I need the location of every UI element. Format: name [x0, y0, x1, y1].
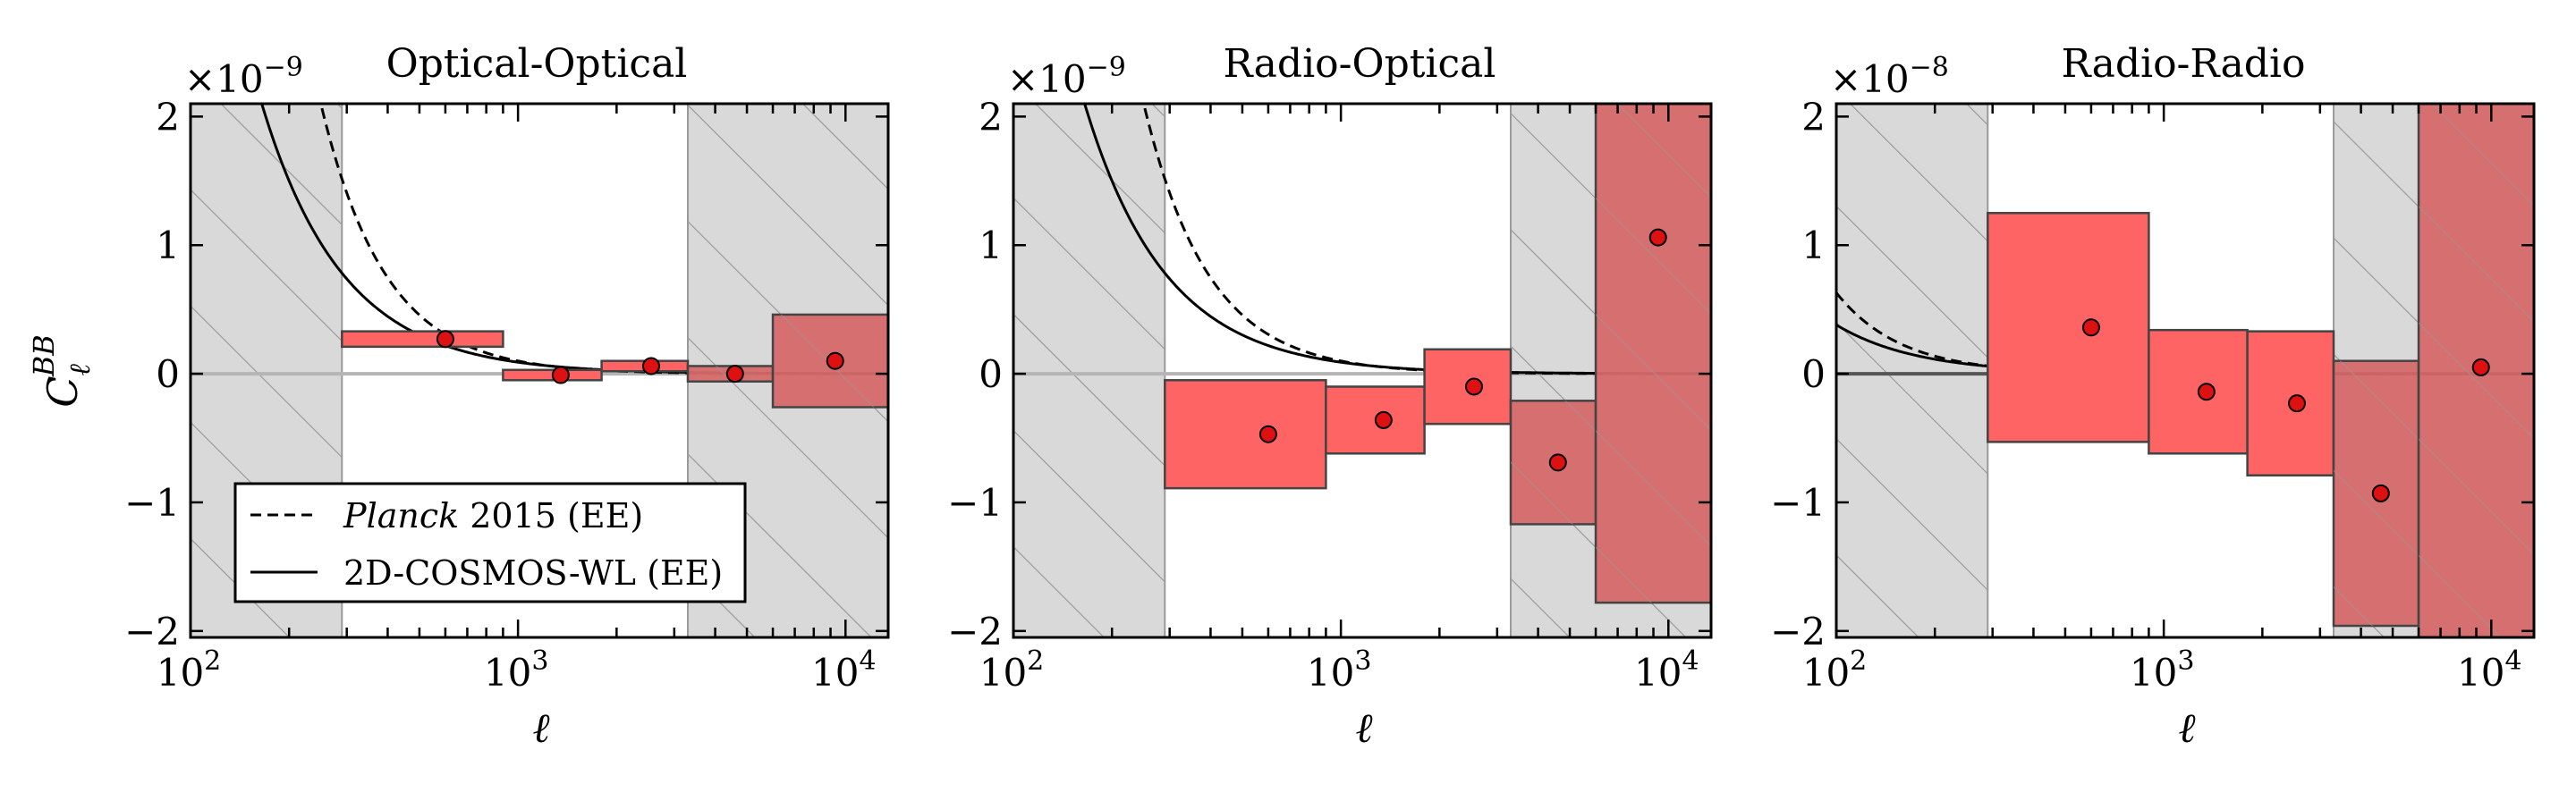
- panel-radio-radio: Radio-Radio ×10−8 −2 −1 0 1 2 102 103 104 ℓ: [1770, 41, 2536, 752]
- x-axis-label: ℓ: [532, 704, 550, 752]
- y-tick-label: 0: [979, 352, 1003, 396]
- plot-area: [1836, 104, 2534, 637]
- legend: Planck 2015 (EE) 2D-COSMOS-WL (EE): [233, 482, 747, 603]
- data-point: [2081, 318, 2100, 337]
- data-point: [2287, 394, 2306, 413]
- x-tick-label: 102: [979, 645, 1045, 695]
- panel-optical-optical: Optical-Optical ×10−9 −2 −1 0 1 2 102 103 104 ℓ P…: [124, 41, 890, 752]
- y-tick-label: 0: [1801, 352, 1826, 396]
- axes-frame: [1835, 102, 2536, 639]
- axes-frame: [1012, 102, 1713, 639]
- data-point: [2371, 484, 2390, 502]
- error-box: [1987, 212, 2150, 443]
- data-point: [551, 366, 570, 384]
- y-tick-label: 2: [156, 95, 180, 139]
- panel-title: Optical-Optical: [386, 41, 688, 87]
- plot-area: [1013, 104, 1711, 637]
- y-axis-label: CℓBB: [27, 334, 97, 408]
- data-point: [1258, 425, 1277, 443]
- y-tick-label: −2: [1770, 610, 1826, 653]
- y-tick-label: 1: [1801, 223, 1826, 267]
- x-tick-label: 104: [811, 645, 877, 695]
- y-tick-label: 1: [156, 223, 180, 267]
- x-axis-label: ℓ: [1355, 704, 1373, 752]
- excluded-region-hatch: [1013, 104, 1165, 637]
- data-point: [725, 365, 744, 384]
- plot-area: [191, 104, 888, 637]
- data-point: [641, 357, 660, 375]
- y-scale-factor: ×10−9: [1007, 52, 1126, 101]
- error-box: [341, 330, 504, 349]
- y-tick-label: 1: [979, 223, 1003, 267]
- legend-box: [233, 482, 747, 603]
- data-point: [826, 351, 844, 370]
- y-scale-factor: ×10−9: [184, 52, 303, 101]
- x-tick-label: 103: [484, 645, 549, 695]
- data-point: [2471, 358, 2490, 376]
- x-tick-label: 102: [1802, 645, 1868, 695]
- y-tick-label: 0: [156, 352, 180, 396]
- axes-frame: [189, 102, 890, 639]
- excluded-region-hatch: [1836, 104, 1988, 637]
- y-tick-label: −1: [1770, 481, 1826, 525]
- data-point: [2197, 383, 2216, 401]
- y-tick-label: −2: [947, 610, 1003, 653]
- x-axis-label: ℓ: [2178, 704, 2196, 752]
- x-tick-label: 103: [1307, 645, 1372, 695]
- legend-label: 2D-COSMOS-WL (EE): [343, 553, 723, 593]
- error-box: [1164, 379, 1327, 490]
- y-tick-label: 2: [1801, 95, 1826, 139]
- x-tick-label: 102: [157, 645, 222, 695]
- data-point: [1548, 453, 1567, 472]
- x-tick-label: 104: [1634, 645, 1699, 695]
- y-tick-label: −2: [124, 610, 180, 653]
- y-scale-factor: ×10−8: [1830, 52, 1949, 101]
- x-tick-label: 103: [2130, 645, 2195, 695]
- error-box-hatch: [1596, 104, 1711, 603]
- x-tick-label: 104: [2457, 645, 2522, 695]
- data-point: [1648, 228, 1667, 247]
- y-tick-label: −1: [124, 481, 180, 525]
- y-tick-label: −1: [947, 481, 1003, 525]
- data-point: [1464, 377, 1483, 396]
- panel-title: Radio-Radio: [2061, 41, 2305, 87]
- legend-label: Planck 2015 (EE): [343, 496, 643, 535]
- data-point: [1374, 410, 1393, 429]
- panel-radio-optical: Radio-Optical ×10−9 −2 −1 0 1 2 102 103 104 ℓ: [947, 41, 1713, 752]
- y-tick-label: 2: [979, 95, 1003, 139]
- panel-title: Radio-Optical: [1224, 41, 1496, 87]
- data-point: [436, 330, 454, 349]
